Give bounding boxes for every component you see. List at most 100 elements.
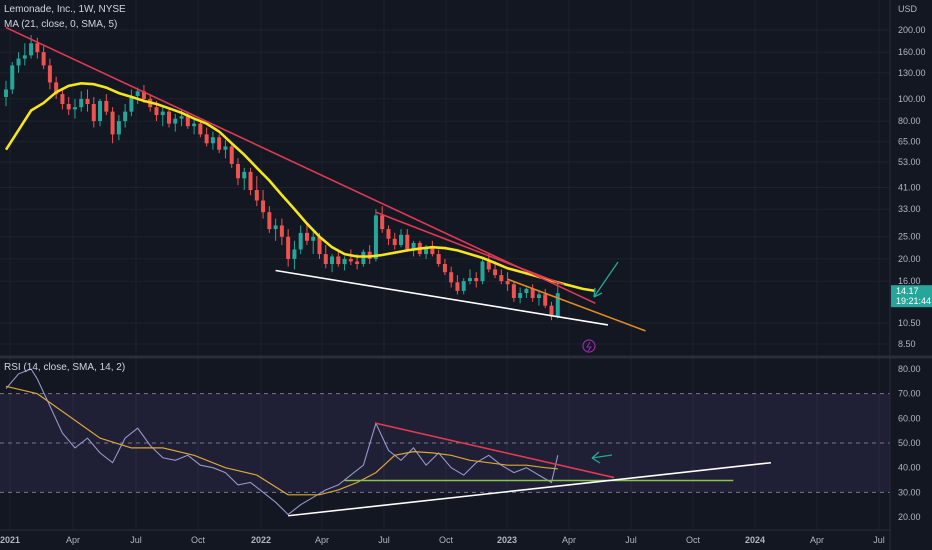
rsi-arrow-head-icon bbox=[591, 451, 601, 464]
candle-body bbox=[4, 89, 8, 97]
candle-body bbox=[342, 258, 347, 265]
candle-body bbox=[536, 294, 541, 299]
candle-body bbox=[242, 171, 247, 179]
candle-body bbox=[286, 236, 291, 259]
rsi-lines bbox=[5, 368, 559, 516]
support-trendline bbox=[275, 269, 609, 326]
price-tick-label: 10.50 bbox=[898, 318, 921, 328]
price-tick-label: 100.00 bbox=[898, 94, 926, 104]
candle-body bbox=[530, 288, 535, 299]
candle-body bbox=[185, 116, 190, 127]
ma-label: MA (21, close, 0, SMA, 5) bbox=[4, 19, 118, 30]
rsi-tick-label: 70.00 bbox=[898, 389, 921, 399]
last-price-tag: 14.17 19:21:44 bbox=[891, 285, 932, 308]
price-tick-label: 53.00 bbox=[898, 157, 921, 167]
candle-body bbox=[79, 98, 84, 108]
rsi-axis[interactable]: 80.00 70.00 60.00 50.00 40.00 30.00 20.00 bbox=[898, 364, 921, 522]
projection-trendline bbox=[507, 278, 646, 332]
candle-body bbox=[449, 272, 454, 283]
candle-body bbox=[22, 55, 27, 59]
candle-body bbox=[35, 43, 40, 53]
candle-body bbox=[267, 212, 272, 230]
price-tick-label: 33.00 bbox=[898, 204, 921, 214]
trendlines[interactable] bbox=[5, 26, 646, 332]
candle-body bbox=[311, 236, 316, 241]
earnings-event-icon bbox=[582, 339, 596, 353]
price-tick-label: 160.00 bbox=[898, 47, 926, 57]
candle-body bbox=[254, 190, 259, 201]
annotations bbox=[582, 261, 619, 464]
time-axis[interactable]: 2021 Apr Jul Oct 2022 Apr Jul Oct 2023 Apr Jul Oct 2… bbox=[0, 535, 885, 545]
candle-body bbox=[223, 146, 228, 150]
rsi-resistance-trendline bbox=[375, 422, 615, 479]
rsi-band bbox=[0, 393, 890, 493]
arrow-head-icon bbox=[593, 287, 603, 298]
candle-body bbox=[336, 256, 341, 265]
candle-body bbox=[405, 234, 410, 250]
rsi-tick-label: 50.00 bbox=[898, 438, 921, 448]
candle-body bbox=[499, 275, 504, 282]
rsi-support-trendline bbox=[288, 461, 772, 517]
rsi-label: RSI (14, close, SMA, 14, 2) bbox=[4, 362, 126, 373]
rsi-tick-label: 60.00 bbox=[898, 413, 921, 423]
candle-body bbox=[298, 232, 303, 250]
price-tick-label: 130.00 bbox=[898, 68, 926, 78]
candle-body bbox=[116, 121, 121, 135]
candle-body bbox=[160, 111, 165, 116]
candle-body bbox=[204, 134, 209, 144]
candle-body bbox=[66, 104, 71, 110]
candle-body bbox=[16, 58, 21, 66]
candle-body bbox=[330, 256, 335, 265]
candle-body bbox=[474, 278, 479, 282]
time-tick-label: Apr bbox=[810, 535, 824, 545]
ma-legend[interactable]: MA (21, close, 0, SMA, 5) bbox=[4, 19, 117, 30]
time-tick-label: Oct bbox=[439, 535, 454, 545]
price-tick-label: 20.00 bbox=[898, 254, 921, 264]
price-lines bbox=[4, 81, 596, 293]
resistance-trendline bbox=[5, 26, 596, 305]
time-tick-label: Oct bbox=[191, 535, 206, 545]
candle-body bbox=[279, 225, 284, 237]
rsi-tick-label: 80.00 bbox=[898, 364, 921, 374]
time-tick-label: Jul bbox=[625, 535, 637, 545]
candle-body bbox=[47, 65, 52, 83]
candle-body bbox=[386, 229, 391, 239]
candle-body bbox=[210, 137, 215, 144]
rsi-legend[interactable]: RSI (14, close, SMA, 14, 2) bbox=[4, 362, 125, 373]
candle-body bbox=[424, 247, 429, 255]
candle-body bbox=[129, 95, 134, 112]
candle-body bbox=[355, 261, 360, 265]
candle-body bbox=[461, 281, 466, 291]
candle-body bbox=[380, 215, 385, 230]
candle-body bbox=[173, 118, 178, 124]
bar-countdown: 19:21:44 bbox=[896, 296, 931, 306]
rsi-tick-label: 30.00 bbox=[898, 487, 921, 497]
candle-body bbox=[411, 242, 416, 250]
candle-body bbox=[493, 269, 498, 276]
rsi-trendlines[interactable] bbox=[288, 422, 772, 517]
symbol-title: Lemonade, Inc., 1W, NYSE bbox=[4, 4, 126, 15]
rsi-tick-label: 20.00 bbox=[898, 512, 921, 522]
rsi-ma-line bbox=[5, 385, 558, 496]
candle-body bbox=[41, 52, 46, 66]
price-tick-label: 25.00 bbox=[898, 232, 921, 242]
resistance-short-trendline bbox=[375, 211, 565, 286]
candle-body bbox=[198, 123, 203, 135]
candle-body bbox=[467, 278, 472, 282]
candle-body bbox=[261, 200, 266, 213]
candle-body bbox=[518, 292, 523, 299]
candle-body bbox=[154, 107, 159, 116]
candle-body bbox=[436, 254, 441, 265]
rsi-line bbox=[5, 368, 559, 516]
candle-body bbox=[110, 111, 115, 135]
price-axis[interactable]: 200.00 160.00 130.00 100.00 80.00 65.00 53.00 4… bbox=[898, 25, 926, 349]
lightning-icon bbox=[586, 341, 592, 352]
candle-body bbox=[235, 163, 240, 179]
symbol-legend[interactable]: Lemonade, Inc., 1W, NYSE bbox=[4, 4, 126, 15]
candle-body bbox=[555, 293, 560, 317]
candle-body bbox=[361, 251, 366, 265]
candle-body bbox=[273, 225, 278, 230]
candle-body bbox=[543, 294, 548, 306]
moving-average-line bbox=[4, 81, 596, 293]
